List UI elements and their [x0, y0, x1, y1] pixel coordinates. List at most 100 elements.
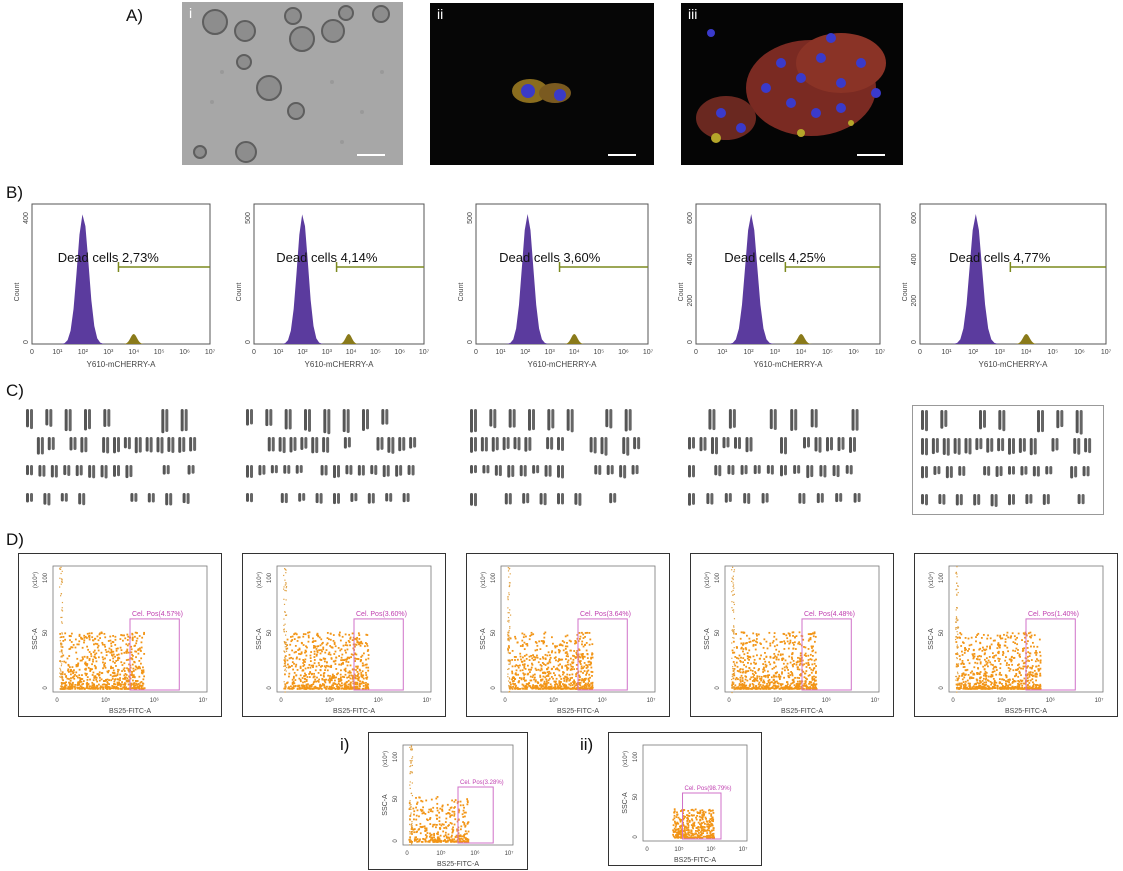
event-dot	[956, 657, 958, 659]
y-axis-unit: (x10⁴)	[480, 572, 487, 588]
y-tick-label: 0	[393, 839, 399, 843]
event-dot	[61, 672, 63, 675]
event-dot	[1027, 687, 1030, 690]
event-dot	[991, 687, 993, 690]
event-dot	[333, 643, 336, 645]
y-tick-label: 600	[911, 212, 918, 224]
event-dot	[1013, 675, 1016, 678]
panel-label-d: D)	[6, 530, 24, 549]
chromosome	[134, 493, 138, 502]
event-dot	[991, 656, 994, 659]
event-dot	[59, 640, 61, 642]
event-dot	[67, 671, 70, 673]
event-dot	[130, 684, 132, 687]
event-dot	[352, 680, 355, 683]
event-dot	[362, 685, 365, 687]
event-dot	[732, 582, 734, 584]
event-dot	[749, 678, 752, 681]
event-dot	[313, 686, 316, 689]
event-dot	[308, 676, 311, 678]
event-dot	[97, 639, 100, 642]
event-dot	[304, 661, 306, 663]
event-dot	[585, 642, 588, 644]
event-dot	[433, 836, 435, 839]
event-dot	[1006, 680, 1009, 683]
event-dot	[61, 687, 64, 690]
event-dot	[541, 656, 544, 659]
event-dot	[974, 687, 977, 690]
event-dot	[956, 647, 958, 649]
chromosome	[250, 465, 253, 478]
fluorescent-cell-cluster	[681, 3, 903, 165]
event-dot	[538, 640, 541, 643]
dead-cells-label: Dead cells 4,25%	[724, 250, 826, 265]
event-dot	[291, 683, 294, 685]
event-dot	[744, 686, 747, 689]
event-dot	[83, 641, 85, 644]
event-dot	[697, 828, 700, 831]
event-dot	[298, 636, 300, 639]
event-dot	[957, 653, 959, 655]
event-dot	[319, 683, 322, 686]
event-dot	[585, 673, 587, 676]
chromosome	[182, 493, 186, 504]
event-dot	[82, 686, 85, 689]
chromosome	[49, 409, 53, 427]
event-dot	[357, 679, 360, 682]
event-dot	[445, 826, 447, 829]
scatter-svg: Cel. Pos(4.48%)0 10⁵ 10⁶ 10⁷BS25-FITC-A0501…	[704, 565, 879, 715]
chromosome	[604, 437, 608, 456]
scatter-svg: Cel. Pos(98.79%)0 10⁵ 10⁶ 10⁷BS25-FITC-A050…	[622, 744, 747, 864]
event-dot	[798, 687, 801, 690]
event-dot	[283, 586, 285, 588]
chromosome	[1049, 466, 1053, 475]
event-dot	[123, 667, 126, 670]
chromosome	[402, 437, 406, 451]
event-dot	[312, 687, 314, 690]
event-dot	[88, 685, 91, 688]
event-dot	[510, 683, 512, 686]
event-dot	[1005, 687, 1008, 690]
y-axis-unit: (x10⁴)	[32, 572, 39, 588]
event-dot	[762, 679, 765, 682]
event-dot	[997, 645, 1000, 647]
event-dot	[1036, 658, 1038, 661]
event-dot	[339, 649, 342, 652]
event-dot	[356, 667, 359, 670]
event-dot	[1021, 679, 1024, 682]
plot-frame	[402, 744, 514, 846]
event-dot	[584, 682, 587, 685]
event-dot	[569, 687, 572, 690]
chromosome	[610, 465, 614, 475]
event-dot	[464, 837, 467, 839]
event-dot	[591, 671, 594, 673]
chromosome	[337, 465, 340, 478]
event-dot	[441, 804, 444, 807]
event-dot	[999, 636, 1002, 638]
event-dot	[732, 668, 734, 670]
chromosome	[376, 437, 380, 451]
event-dot	[768, 631, 771, 634]
event-dot	[731, 675, 733, 677]
event-dot	[326, 637, 329, 639]
event-dot	[90, 686, 93, 688]
event-dot	[1030, 659, 1033, 661]
chromosome	[631, 465, 635, 475]
event-dot	[348, 641, 351, 644]
event-dot	[585, 667, 588, 669]
event-dot	[977, 667, 979, 669]
event-dot	[805, 655, 807, 657]
event-dot	[411, 827, 414, 829]
event-dot	[755, 686, 758, 689]
event-dot	[351, 639, 354, 642]
event-dot	[304, 667, 307, 670]
event-dot	[775, 656, 778, 659]
event-dot	[107, 640, 110, 642]
event-dot	[981, 649, 984, 652]
event-dot	[684, 832, 687, 835]
event-dot	[71, 687, 74, 690]
event-dot	[556, 667, 559, 670]
chromosome	[79, 465, 83, 476]
event-dot	[1039, 667, 1042, 670]
event-dot	[433, 834, 435, 837]
